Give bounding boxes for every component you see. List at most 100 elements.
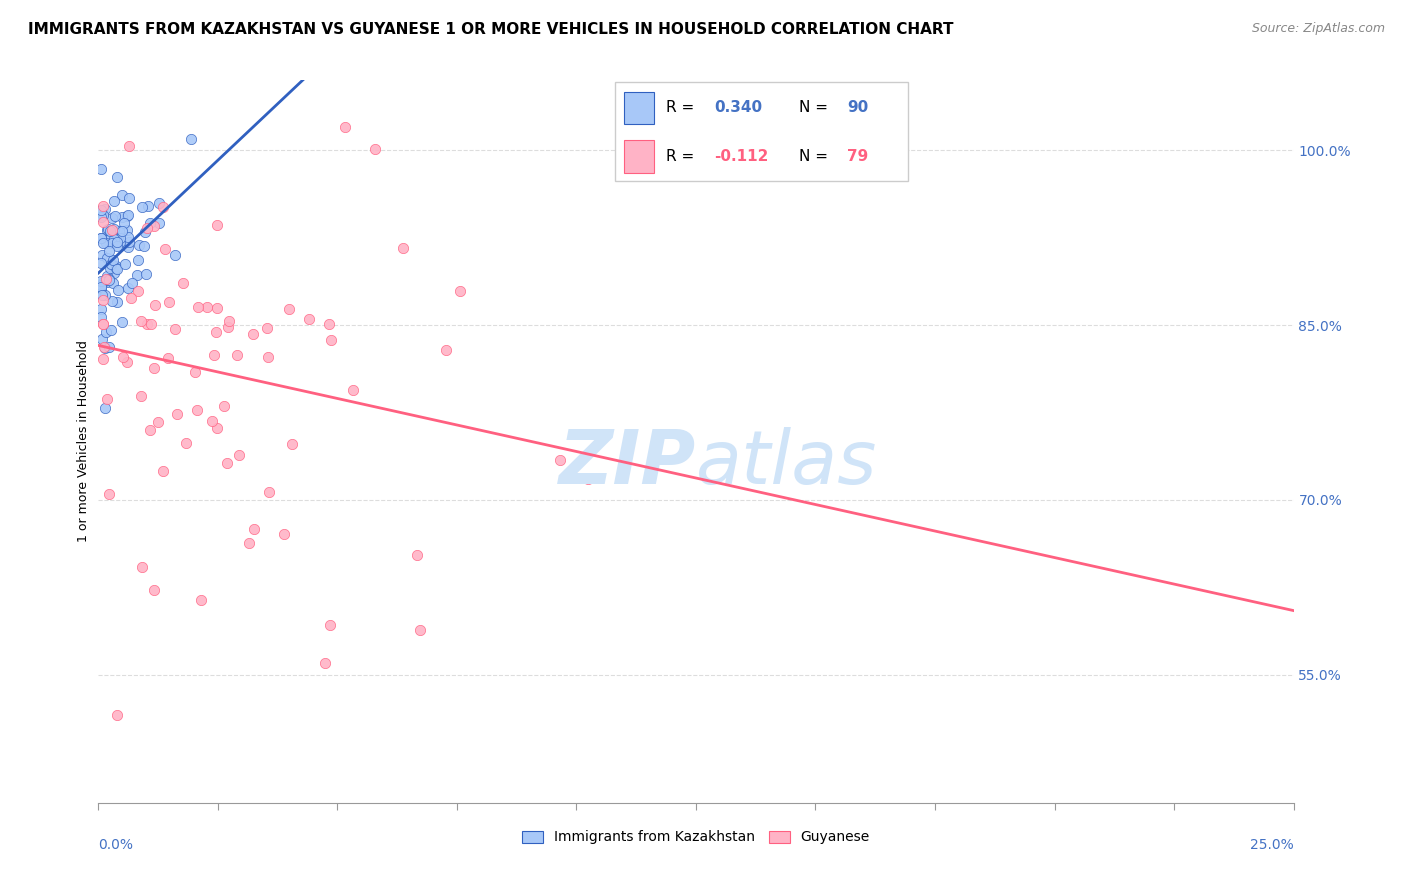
- Point: [153, 242, 176, 256]
- Point: [148, 415, 170, 429]
- Point: [434, 343, 457, 357]
- Point: [91, 215, 114, 229]
- Point: [90, 282, 112, 296]
- Point: [111, 223, 134, 237]
- Point: [409, 623, 432, 637]
- Point: [105, 262, 128, 277]
- Point: [98, 261, 121, 276]
- Text: 79: 79: [848, 149, 869, 164]
- Point: [152, 200, 174, 214]
- Point: [134, 225, 156, 239]
- Text: 25.0%: 25.0%: [1250, 838, 1294, 853]
- Point: [187, 300, 209, 314]
- Point: [93, 202, 115, 216]
- Bar: [624, 92, 654, 124]
- Point: [90, 277, 112, 292]
- Point: [118, 235, 141, 249]
- Point: [215, 456, 238, 470]
- Point: [100, 323, 122, 337]
- Point: [117, 139, 139, 153]
- Text: R =: R =: [666, 149, 695, 164]
- Point: [105, 239, 128, 253]
- Point: [166, 408, 188, 422]
- Point: [90, 279, 112, 293]
- Point: [174, 435, 197, 450]
- Point: [101, 293, 124, 308]
- Point: [242, 326, 264, 341]
- Point: [97, 273, 120, 287]
- Point: [218, 314, 240, 328]
- Point: [406, 548, 429, 562]
- Text: N =: N =: [799, 101, 828, 115]
- Point: [135, 267, 157, 281]
- Point: [90, 161, 112, 176]
- Point: [136, 199, 159, 213]
- Point: [157, 294, 180, 309]
- Point: [180, 131, 202, 145]
- Point: [184, 365, 207, 379]
- Point: [148, 196, 170, 211]
- Point: [96, 392, 118, 406]
- Point: [90, 230, 112, 244]
- Point: [105, 227, 128, 241]
- Point: [90, 230, 112, 244]
- Point: [139, 423, 162, 437]
- Point: [141, 317, 163, 331]
- Point: [112, 215, 135, 229]
- Point: [127, 268, 149, 282]
- Point: [204, 348, 226, 362]
- Point: [97, 487, 120, 501]
- Point: [101, 253, 124, 268]
- Point: [319, 617, 342, 632]
- Point: [90, 301, 112, 316]
- Point: [238, 536, 260, 550]
- Point: [449, 284, 471, 298]
- Point: [105, 169, 128, 184]
- Point: [111, 315, 134, 329]
- Point: [142, 582, 165, 597]
- Point: [139, 216, 162, 230]
- Point: [576, 472, 599, 486]
- Point: [105, 235, 128, 249]
- Point: [103, 267, 125, 281]
- Point: [104, 209, 127, 223]
- Point: [94, 288, 117, 302]
- Point: [190, 592, 212, 607]
- Point: [226, 348, 249, 362]
- Point: [117, 223, 139, 237]
- Point: [91, 317, 114, 331]
- Point: [134, 239, 156, 253]
- Point: [136, 317, 159, 331]
- Point: [90, 210, 112, 224]
- Point: [550, 453, 572, 467]
- Point: [197, 300, 219, 314]
- Point: [148, 216, 170, 230]
- Point: [98, 340, 121, 354]
- Point: [100, 257, 122, 271]
- Point: [98, 244, 121, 258]
- Point: [131, 559, 153, 574]
- Text: N =: N =: [799, 149, 828, 164]
- Point: [91, 248, 114, 262]
- Point: [91, 208, 114, 222]
- Point: [90, 256, 112, 270]
- Point: [94, 272, 117, 286]
- Point: [335, 120, 357, 134]
- Text: atlas: atlas: [696, 427, 877, 500]
- Point: [128, 238, 150, 252]
- Y-axis label: 1 or more Vehicles in Household: 1 or more Vehicles in Household: [77, 341, 90, 542]
- Point: [278, 301, 301, 316]
- Text: 0.0%: 0.0%: [98, 838, 134, 853]
- Point: [103, 232, 125, 246]
- Point: [98, 227, 121, 242]
- Point: [105, 295, 128, 310]
- Point: [111, 350, 134, 364]
- Point: [207, 218, 229, 232]
- Legend: Immigrants from Kazakhstan, Guyanese: Immigrants from Kazakhstan, Guyanese: [516, 825, 876, 850]
- Point: [93, 340, 115, 354]
- Point: [105, 708, 128, 723]
- Point: [212, 400, 235, 414]
- Point: [91, 275, 114, 289]
- Text: Source: ZipAtlas.com: Source: ZipAtlas.com: [1251, 22, 1385, 36]
- FancyBboxPatch shape: [614, 82, 908, 181]
